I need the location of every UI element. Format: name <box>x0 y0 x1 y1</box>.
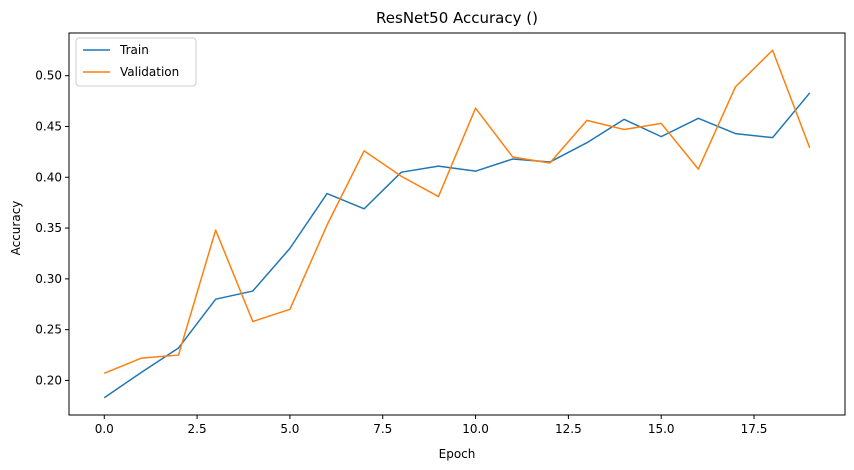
y-tick-label: 0.50 <box>35 69 62 83</box>
y-axis-label: Accuracy <box>9 201 23 256</box>
x-tick-label: 2.5 <box>188 422 207 436</box>
y-tick-label: 0.45 <box>35 119 62 133</box>
x-axis-ticks: 0.0 2.5 5.0 7.5 10.0 12.5 15.0 17.5 <box>95 415 768 436</box>
legend-label-validation: Validation <box>120 65 179 79</box>
y-tick-label: 0.25 <box>35 323 62 337</box>
legend-label-train: Train <box>119 43 149 57</box>
y-tick-label: 0.40 <box>35 170 62 184</box>
x-tick-label: 5.0 <box>280 422 299 436</box>
plot-area-frame <box>68 32 846 416</box>
x-tick-label: 15.0 <box>648 422 675 436</box>
series-line-validation <box>103 49 811 375</box>
y-tick-label: 0.20 <box>35 373 62 387</box>
legend: Train Validation <box>75 37 197 87</box>
y-axis-ticks: 0.20 0.25 0.30 0.35 0.40 0.45 0.50 <box>35 69 69 387</box>
series-line-train <box>103 92 811 399</box>
x-tick-label: 10.0 <box>462 422 489 436</box>
series-layer <box>103 49 811 399</box>
x-tick-label: 7.5 <box>373 422 392 436</box>
y-tick-label: 0.30 <box>35 272 62 286</box>
chart-title: ResNet50 Accuracy () <box>376 9 538 27</box>
x-axis-label: Epoch <box>439 447 476 461</box>
x-tick-label: 0.0 <box>95 422 114 436</box>
x-tick-label: 17.5 <box>741 422 768 436</box>
x-tick-label: 12.5 <box>555 422 582 436</box>
y-tick-label: 0.35 <box>35 221 62 235</box>
